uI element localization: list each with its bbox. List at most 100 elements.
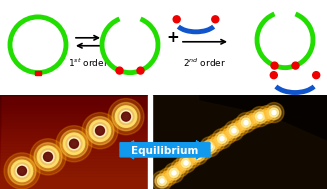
- Circle shape: [184, 161, 188, 165]
- Circle shape: [188, 155, 196, 163]
- Polygon shape: [200, 94, 327, 140]
- Circle shape: [112, 103, 140, 131]
- Bar: [0, 94, 148, 143]
- Circle shape: [183, 150, 201, 168]
- Circle shape: [86, 117, 114, 145]
- Circle shape: [169, 168, 179, 177]
- Circle shape: [179, 156, 193, 170]
- Circle shape: [155, 174, 169, 188]
- Circle shape: [176, 164, 184, 172]
- Circle shape: [174, 162, 186, 174]
- Circle shape: [45, 154, 51, 160]
- Circle shape: [123, 114, 129, 120]
- Circle shape: [158, 177, 166, 185]
- Bar: [0, 94, 148, 189]
- Circle shape: [122, 112, 130, 121]
- Bar: [0, 94, 148, 119]
- Circle shape: [234, 121, 246, 133]
- Circle shape: [38, 147, 58, 167]
- Circle shape: [249, 116, 257, 124]
- Circle shape: [108, 98, 144, 135]
- Bar: [0, 94, 148, 146]
- Circle shape: [43, 152, 53, 161]
- Circle shape: [164, 163, 184, 183]
- Bar: [0, 94, 148, 161]
- Bar: [0, 94, 148, 107]
- Circle shape: [159, 168, 177, 186]
- Circle shape: [271, 62, 278, 69]
- Bar: [0, 94, 148, 170]
- Circle shape: [230, 126, 238, 135]
- Circle shape: [261, 108, 273, 121]
- Circle shape: [208, 145, 212, 149]
- Bar: [0, 94, 148, 176]
- Circle shape: [212, 129, 232, 149]
- Circle shape: [162, 171, 174, 183]
- Circle shape: [90, 121, 110, 141]
- Bar: [0, 94, 148, 173]
- Circle shape: [244, 111, 262, 129]
- Circle shape: [217, 134, 227, 143]
- Circle shape: [269, 108, 279, 117]
- Circle shape: [18, 166, 26, 175]
- Bar: [152, 94, 327, 189]
- Circle shape: [220, 137, 224, 141]
- Circle shape: [137, 67, 144, 74]
- Circle shape: [195, 142, 213, 160]
- Circle shape: [152, 171, 172, 189]
- Bar: [0, 94, 148, 179]
- Bar: [0, 94, 148, 137]
- Circle shape: [30, 139, 66, 175]
- Circle shape: [210, 137, 222, 149]
- Bar: [0, 94, 148, 152]
- Circle shape: [8, 157, 36, 185]
- Circle shape: [219, 126, 237, 144]
- Bar: [0, 94, 148, 140]
- Circle shape: [227, 124, 241, 138]
- Circle shape: [200, 137, 220, 157]
- Circle shape: [232, 129, 236, 133]
- Circle shape: [236, 123, 244, 131]
- Circle shape: [68, 138, 80, 150]
- Circle shape: [171, 159, 189, 177]
- Circle shape: [19, 168, 25, 174]
- Bar: [0, 94, 148, 101]
- Circle shape: [224, 131, 232, 139]
- Circle shape: [212, 16, 219, 23]
- Circle shape: [120, 111, 132, 123]
- Circle shape: [263, 111, 271, 119]
- Bar: [0, 94, 148, 116]
- Bar: [0, 94, 148, 113]
- Circle shape: [244, 121, 248, 125]
- Circle shape: [70, 139, 78, 148]
- Bar: [148, 94, 152, 189]
- Circle shape: [194, 150, 202, 159]
- Circle shape: [203, 140, 217, 154]
- Circle shape: [16, 165, 28, 177]
- Text: $1^{st}$ order: $1^{st}$ order: [68, 57, 109, 69]
- Circle shape: [64, 134, 84, 154]
- Circle shape: [212, 139, 220, 147]
- Circle shape: [250, 107, 270, 127]
- Bar: [0, 94, 148, 182]
- Bar: [0, 94, 148, 167]
- Circle shape: [239, 116, 253, 130]
- Circle shape: [60, 130, 88, 158]
- Circle shape: [71, 141, 77, 147]
- Circle shape: [116, 107, 136, 127]
- Circle shape: [255, 112, 265, 121]
- Circle shape: [247, 114, 259, 126]
- Bar: [0, 94, 148, 110]
- Bar: [0, 94, 148, 134]
- Circle shape: [82, 113, 118, 149]
- Circle shape: [191, 148, 205, 162]
- Bar: [0, 94, 148, 155]
- Circle shape: [292, 62, 299, 69]
- Circle shape: [207, 134, 225, 152]
- Circle shape: [95, 126, 105, 135]
- FancyArrow shape: [120, 141, 210, 159]
- Circle shape: [12, 161, 32, 181]
- Circle shape: [272, 111, 276, 115]
- Circle shape: [215, 132, 229, 146]
- Text: +: +: [167, 30, 180, 45]
